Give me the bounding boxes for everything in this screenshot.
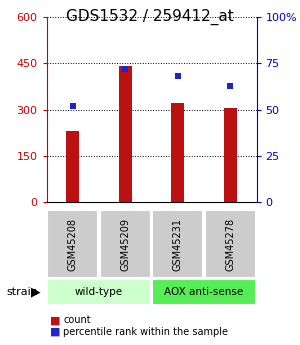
Text: ■: ■ xyxy=(50,327,60,337)
Text: AOX anti-sense: AOX anti-sense xyxy=(164,287,244,297)
Text: percentile rank within the sample: percentile rank within the sample xyxy=(63,327,228,337)
Text: count: count xyxy=(63,315,91,325)
Bar xyxy=(119,67,132,202)
Text: ▶: ▶ xyxy=(31,286,40,299)
Text: strain: strain xyxy=(6,287,38,297)
Text: wild-type: wild-type xyxy=(75,287,123,297)
Bar xyxy=(66,131,79,202)
Text: GDS1532 / 259412_at: GDS1532 / 259412_at xyxy=(66,9,234,25)
Text: GSM45208: GSM45208 xyxy=(68,218,78,270)
Bar xyxy=(224,108,237,202)
Text: GSM45209: GSM45209 xyxy=(120,218,130,270)
Bar xyxy=(171,104,184,202)
Text: ■: ■ xyxy=(50,315,60,325)
Text: GSM45231: GSM45231 xyxy=(173,218,183,270)
Text: GSM45278: GSM45278 xyxy=(225,218,235,270)
